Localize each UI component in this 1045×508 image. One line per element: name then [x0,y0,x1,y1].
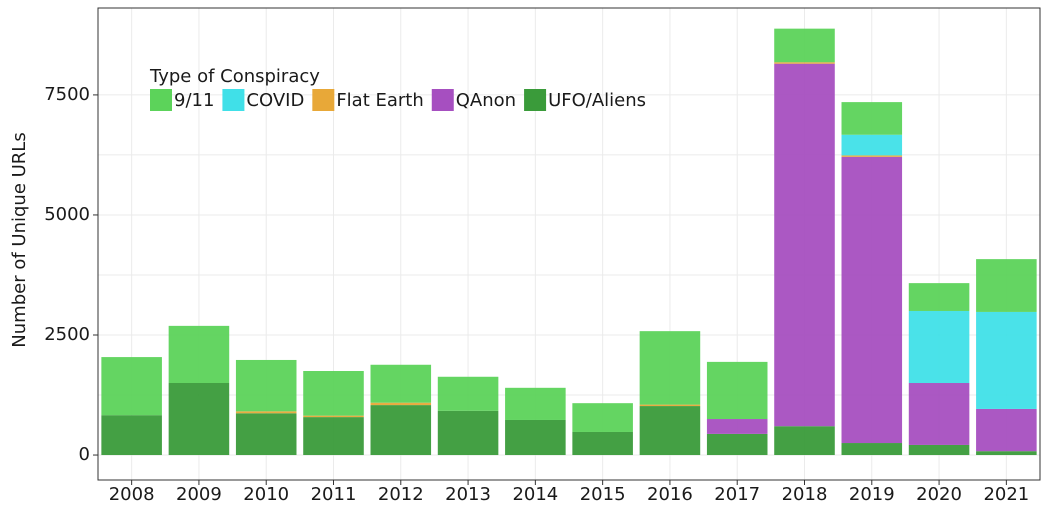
bar-segment [437,376,499,411]
bar-segment [639,406,701,456]
x-tick-label: 2020 [916,484,962,505]
bar-segment [101,415,162,456]
bar-segment [639,331,701,405]
bar-segment [437,410,499,456]
bar-segment [235,359,297,412]
y-tick-label: 7500 [44,84,90,105]
bar-segment [976,451,1037,456]
bar-segment [774,62,835,64]
bar-segment [976,311,1037,409]
legend-swatch [222,89,245,111]
bar-segment [908,310,970,384]
bar-segment [303,371,364,416]
bar-segment [774,28,835,63]
y-axis-label: Number of Unique URLs [9,132,30,347]
bar-segment [303,415,364,418]
x-tick-label: 2011 [311,484,357,505]
legend-label: COVID [246,90,304,111]
bar-segment [706,419,768,434]
x-tick-label: 2013 [445,484,491,505]
x-tick-label: 2016 [647,484,693,505]
bar-segment [370,364,432,403]
x-tick-label: 2014 [512,484,558,505]
bar-segment [841,156,903,444]
bar-segment [908,383,970,445]
x-tick-label: 2018 [782,484,828,505]
x-tick-label: 2017 [714,484,760,505]
bar-segment [976,259,1037,312]
bar-segment [841,443,903,456]
bar-segment [168,383,230,456]
bar-segment [303,417,364,456]
bar-segment [976,408,1037,452]
bar-segment [505,387,566,420]
y-tick-label: 5000 [44,204,90,225]
bar-segment [706,361,768,420]
x-tick-label: 2012 [378,484,424,505]
x-tick-label: 2021 [983,484,1029,505]
bar-segment [841,155,903,157]
x-tick-label: 2019 [849,484,895,505]
x-tick-label: 2009 [176,484,222,505]
x-tick-label: 2015 [580,484,626,505]
legend-label: UFO/Aliens [548,90,646,111]
legend-label: Flat Earth [336,90,423,111]
bar-segment [774,63,835,427]
bar-segment [370,402,432,406]
bar-segment [235,411,297,414]
x-tick-label: 2010 [243,484,289,505]
bar-segment [101,357,162,416]
legend-swatch [312,89,335,111]
bar-segment [908,283,970,311]
bar-segment [774,426,835,456]
legend-label: 9/11 [174,90,214,111]
bar-segment [908,444,970,456]
legend-swatch [431,89,454,111]
bar-segment [168,325,230,384]
legend-swatch [524,89,547,111]
bar-segment [706,433,768,456]
bar-segment [572,403,633,432]
legend-label: QAnon [456,90,516,111]
bar-segment [841,134,903,156]
bar-segment [505,419,566,456]
legend-swatch [150,89,172,111]
x-tick-label: 2008 [109,484,155,505]
bar-segment [572,431,633,456]
bar-segment [235,413,297,456]
bar-segment [639,404,701,407]
y-tick-label: 0 [79,444,90,465]
legend-title: Type of Conspiracy [149,66,320,87]
y-tick-label: 2500 [44,324,90,345]
bar-segment [841,102,903,135]
bar-segment [370,405,432,456]
plot-border [97,7,1041,481]
